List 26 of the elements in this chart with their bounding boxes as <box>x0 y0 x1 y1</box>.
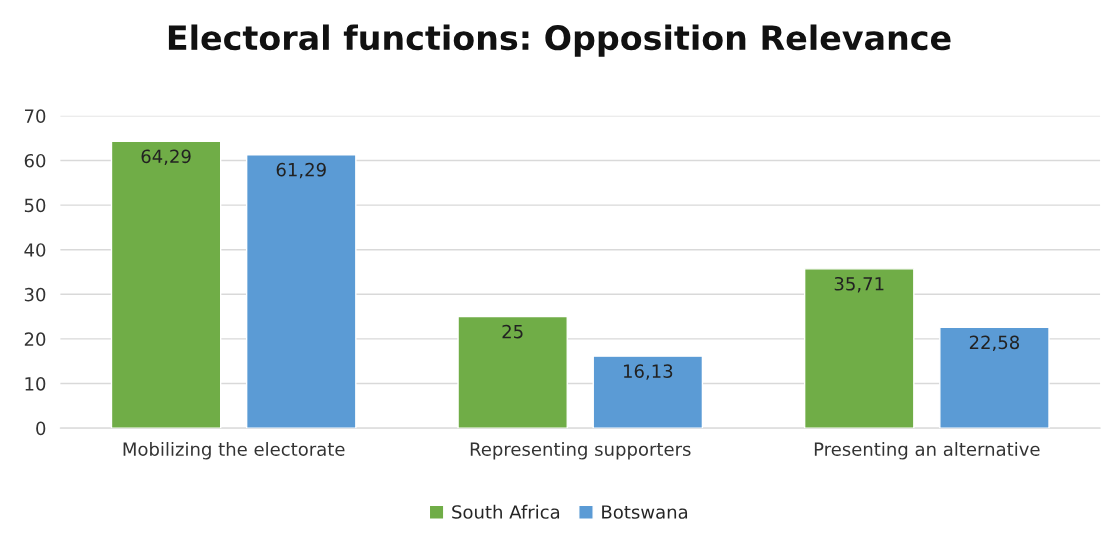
y-tick-label: 50 <box>24 198 46 213</box>
x-tick-label: Mobilizing the electorate <box>123 442 345 460</box>
bar <box>110 140 222 429</box>
y-tick-label: 30 <box>24 287 46 302</box>
x-tick-label: Presenting an alternative <box>814 442 1040 460</box>
legend-label: South Africa <box>452 504 560 519</box>
bar <box>245 154 357 429</box>
bar <box>592 355 704 429</box>
y-tick-label: 70 <box>24 109 46 123</box>
y-tick-label: 10 <box>25 376 46 391</box>
data-label: 35,71 <box>834 276 884 293</box>
y-tick-label: 40 <box>24 243 46 257</box>
x-tick-label: Representing supporters <box>470 442 691 460</box>
bar <box>939 326 1050 429</box>
data-label: 61,29 <box>276 162 326 179</box>
bar <box>803 268 915 429</box>
data-label: 25 <box>502 324 523 339</box>
data-label: 22,58 <box>969 335 1020 352</box>
data-label: 64,29 <box>141 149 191 165</box>
legend-label: Botswana <box>602 505 688 519</box>
y-tick-label: 20 <box>24 332 46 347</box>
bar <box>457 315 568 429</box>
y-tick-label: 0 <box>36 421 46 436</box>
y-tick-label: 60 <box>24 153 46 168</box>
chart-title: Electoral functions: Opposition Relevance <box>168 24 951 57</box>
data-label: 16,13 <box>623 364 673 380</box>
